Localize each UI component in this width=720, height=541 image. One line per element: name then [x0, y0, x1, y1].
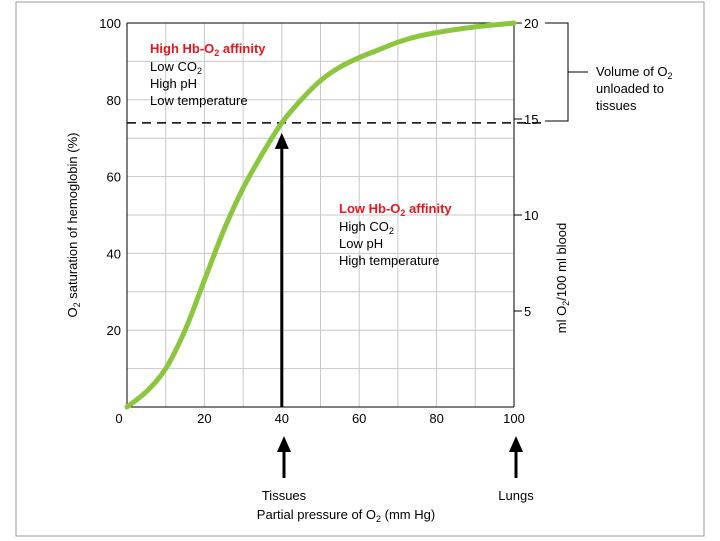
x-tick-label: 100	[503, 411, 525, 426]
x-tick-label: 40	[275, 411, 289, 426]
y-tick-label: 80	[107, 93, 121, 108]
arrow-head	[274, 132, 289, 149]
dissociation-curve	[124, 20, 517, 410]
high-affinity-line2: High pH	[150, 76, 197, 91]
y2-axis-label: ml O2/100 ml blood	[554, 223, 571, 334]
tissues-label: Tissues	[262, 488, 307, 503]
x-tick-label: 60	[352, 411, 366, 426]
high-affinity-line3: Low temperature	[150, 93, 248, 108]
y2-tick-label: 20	[524, 16, 538, 31]
y-tick-label: 40	[107, 246, 121, 261]
high-affinity-line1: Low CO2	[150, 59, 202, 76]
low-affinity-title: Low Hb-O2 affinity	[339, 201, 452, 218]
low-affinity-line3: High temperature	[339, 253, 439, 268]
tissue-pressure-arrow	[274, 132, 289, 407]
low-affinity-line2: Low pH	[339, 236, 383, 251]
unloaded-line3: tissues	[596, 98, 637, 113]
unloaded-line2: unloaded to	[596, 81, 664, 96]
y-tick-label: 60	[107, 170, 121, 185]
y-axis-label: O2 saturation of hemoglobin (%)	[65, 133, 82, 318]
y-tick-label: 100	[99, 16, 121, 31]
x-axis-label: Partial pressure of O2 (mm Hg)	[257, 507, 435, 524]
x-tick-label: 0	[115, 411, 122, 426]
tissues-arrow	[277, 436, 291, 478]
high-affinity-annotation: High Hb-O2 affinity Low CO2 High pH Low …	[150, 41, 266, 108]
unloaded-volume-annotation: Volume of O2 unloaded to tissues	[596, 64, 673, 113]
y2-tick-label: 5	[524, 304, 531, 319]
low-affinity-line1: High CO2	[339, 219, 394, 236]
tick-labels: 0 20 40 60 80 100 20 40 60 80 100 5 10 15 20	[99, 16, 538, 426]
y2-tick-label: 15	[524, 112, 538, 127]
y2-tick-label: 10	[524, 208, 538, 223]
x-tick-label: 80	[429, 411, 443, 426]
low-affinity-annotation: Low Hb-O2 affinity High CO2 Low pH High …	[339, 201, 452, 268]
x-tick-label: 20	[197, 411, 211, 426]
lungs-label: Lungs	[498, 488, 534, 503]
y-tick-label: 20	[107, 323, 121, 338]
high-affinity-title: High Hb-O2 affinity	[150, 41, 266, 58]
lungs-arrow	[509, 436, 523, 478]
unloaded-line1: Volume of O2	[596, 64, 673, 81]
unloaded-volume-bracket	[545, 22, 588, 122]
